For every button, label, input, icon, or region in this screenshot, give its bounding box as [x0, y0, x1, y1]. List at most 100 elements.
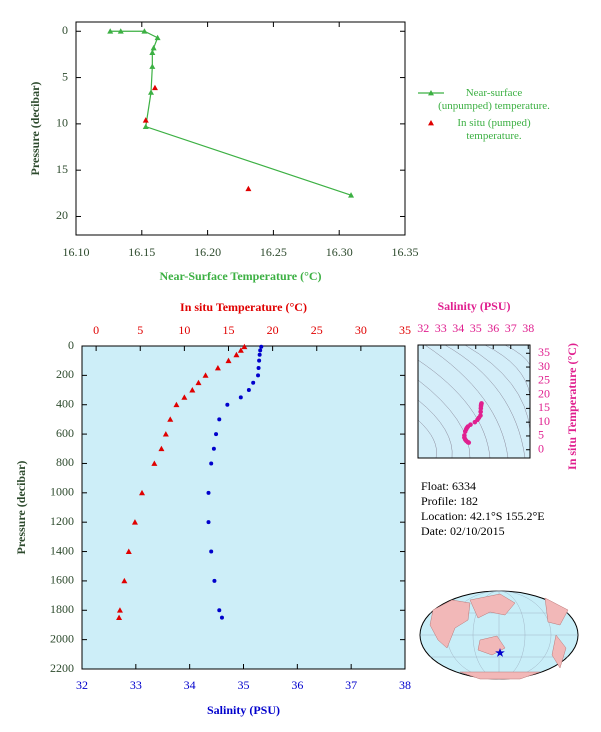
x-axis-label: Salinity (PSU)	[437, 299, 510, 313]
x-axis-label: Near-Surface Temperature (°C)	[159, 269, 321, 283]
x2-tick-label: 15	[222, 323, 234, 337]
point	[214, 432, 219, 437]
point	[151, 84, 158, 91]
plot-area	[75, 21, 406, 236]
x-tick-label: 16.10	[63, 245, 90, 259]
x2-tick-label: 30	[355, 323, 367, 337]
y-tick-label: 35	[538, 345, 550, 359]
y-tick-label: 15	[56, 162, 68, 176]
y-tick-label: 0	[538, 441, 544, 455]
point	[158, 445, 165, 452]
point	[211, 446, 216, 451]
ts-point	[478, 409, 483, 414]
x2-tick-label: 25	[311, 323, 323, 337]
point	[348, 192, 355, 198]
point	[116, 607, 123, 613]
point	[195, 379, 202, 386]
point	[246, 388, 251, 393]
point	[154, 34, 161, 41]
float-info: Float: 6334	[421, 479, 476, 493]
x-tick-label: 33	[130, 678, 142, 692]
point	[121, 577, 128, 584]
point	[181, 394, 188, 400]
y-tick-label: 400	[56, 396, 74, 410]
point	[245, 185, 252, 192]
point	[251, 380, 256, 385]
legend-marker	[428, 90, 434, 96]
point	[212, 578, 217, 583]
plot-area	[81, 345, 406, 670]
point	[202, 372, 209, 378]
x2-tick-label: 35	[399, 323, 411, 337]
y-tick-label: 0	[62, 23, 68, 37]
point	[259, 344, 264, 349]
float-info: Date: 02/10/2015	[421, 524, 505, 538]
point	[149, 63, 156, 69]
point	[167, 416, 174, 422]
x-tick-label: 32	[417, 321, 429, 335]
x-tick-label: 34	[452, 321, 464, 335]
ts-point	[466, 440, 472, 445]
y-tick-label: 20	[538, 386, 550, 400]
point	[151, 460, 158, 466]
x-tick-label: 36	[487, 321, 499, 335]
y-tick-label: 800	[56, 455, 74, 469]
x2-tick-label: 10	[178, 323, 190, 337]
density-contours	[417, 344, 531, 459]
x-tick-label: 37	[345, 678, 357, 692]
point	[148, 89, 155, 95]
y-tick-label: 1200	[50, 514, 74, 528]
y-axis-label: In situ Temperature (°C)	[565, 343, 579, 470]
y-tick-label: 0	[68, 338, 74, 352]
point	[149, 49, 156, 55]
point	[256, 366, 261, 371]
y-tick-label: 200	[56, 367, 74, 381]
point	[238, 395, 243, 400]
legend-label: In situ (pumped) temperature.	[457, 117, 531, 142]
point	[256, 373, 261, 378]
ts-point	[462, 429, 468, 434]
y-tick-label: 10	[538, 414, 550, 428]
point	[225, 402, 230, 407]
y-tick-label: 25	[538, 373, 550, 387]
point	[219, 615, 224, 620]
legend-marker	[428, 120, 434, 126]
point	[241, 343, 248, 350]
x-axis-label: Salinity (PSU)	[207, 703, 280, 717]
x2-tick-label: 0	[93, 323, 99, 337]
point	[162, 431, 169, 437]
point	[125, 548, 132, 554]
x-tick-label: 36	[291, 678, 303, 692]
x-tick-label: 37	[505, 321, 517, 335]
world-map	[419, 590, 579, 680]
point	[117, 28, 124, 34]
point	[173, 401, 180, 408]
x2-tick-label: 20	[267, 323, 279, 337]
x-tick-label: 16.15	[128, 245, 155, 259]
point	[139, 489, 146, 496]
x-tick-label: 34	[184, 678, 196, 692]
y-tick-label: 1400	[50, 543, 74, 557]
y-tick-label: 1600	[50, 573, 74, 587]
y-tick-label: 2000	[50, 631, 74, 645]
point	[142, 117, 149, 123]
point	[189, 387, 196, 393]
point	[141, 28, 148, 34]
point	[257, 358, 262, 363]
x-tick-label: 35	[470, 321, 482, 335]
ts-point	[472, 419, 478, 425]
point	[206, 490, 211, 495]
legend-label: Near-surface (unpumped) temperature.	[438, 87, 550, 112]
y-tick-label: 20	[56, 208, 68, 222]
point	[237, 347, 244, 353]
x2-axis-label: In situ Temperature (°C)	[180, 300, 307, 314]
x-tick-label: 38	[522, 321, 534, 335]
point	[258, 348, 263, 353]
point	[209, 461, 214, 466]
point	[217, 608, 222, 613]
point	[225, 357, 232, 364]
float-info: Location: 42.1°S 155.2°E	[421, 509, 545, 523]
x-tick-label: 16.20	[194, 245, 221, 259]
